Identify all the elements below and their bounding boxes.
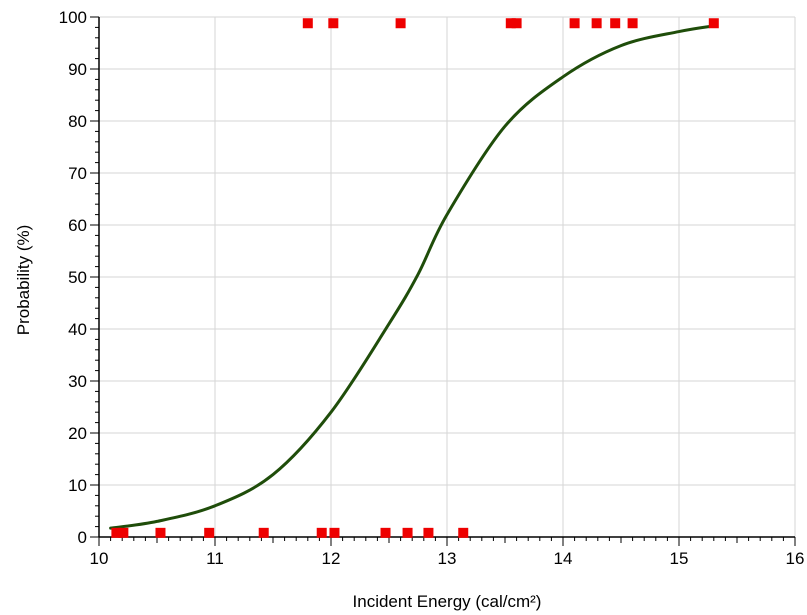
y-tick-label: 40 <box>68 320 87 339</box>
data-point-marker <box>204 527 215 538</box>
data-point-marker <box>511 18 522 29</box>
data-point-marker <box>591 18 602 29</box>
data-points-layer <box>111 18 719 538</box>
y-tick-label: 70 <box>68 164 87 183</box>
grid-lines <box>98 16 796 538</box>
x-tick-label: 16 <box>786 549 805 568</box>
x-tick-label: 13 <box>438 549 457 568</box>
data-point-marker <box>708 18 719 29</box>
data-point-marker <box>458 527 469 538</box>
x-tick-label: 11 <box>206 549 224 568</box>
y-tick-label: 80 <box>68 112 87 131</box>
data-point-marker <box>155 527 166 538</box>
y-tick-label: 0 <box>78 528 87 547</box>
x-tick-label: 14 <box>554 549 573 568</box>
data-point-marker <box>395 18 406 29</box>
data-point-marker <box>316 527 327 538</box>
data-point-marker <box>258 527 269 538</box>
data-point-marker <box>380 527 391 538</box>
y-tick-label: 50 <box>68 268 87 287</box>
y-tick-label: 100 <box>59 8 87 27</box>
data-point-marker <box>328 18 339 29</box>
data-point-marker <box>118 527 129 538</box>
data-point-marker <box>610 18 621 29</box>
fitted-probability-curve <box>109 24 716 530</box>
x-tick-label: 15 <box>670 549 689 568</box>
tick-marks <box>90 16 796 546</box>
y-tick-label: 10 <box>68 476 87 495</box>
data-point-marker <box>302 18 313 29</box>
data-point-marker <box>423 527 434 538</box>
x-tick-label: 12 <box>322 549 341 568</box>
y-axis-title: Probability (%) <box>14 225 33 336</box>
data-point-marker <box>569 18 580 29</box>
data-point-marker <box>329 527 340 538</box>
y-tick-label: 20 <box>68 424 87 443</box>
x-axis-title: Incident Energy (cal/cm²) <box>353 592 542 611</box>
fitted-curve-layer <box>109 24 716 530</box>
data-point-marker <box>627 18 638 29</box>
y-tick-label: 30 <box>68 372 87 391</box>
x-tick-label: 10 <box>90 549 109 568</box>
data-point-marker <box>402 527 413 538</box>
y-tick-label: 60 <box>68 216 87 235</box>
data-point-marker <box>505 18 516 29</box>
data-point-marker <box>111 527 122 538</box>
y-tick-label: 90 <box>68 60 87 79</box>
